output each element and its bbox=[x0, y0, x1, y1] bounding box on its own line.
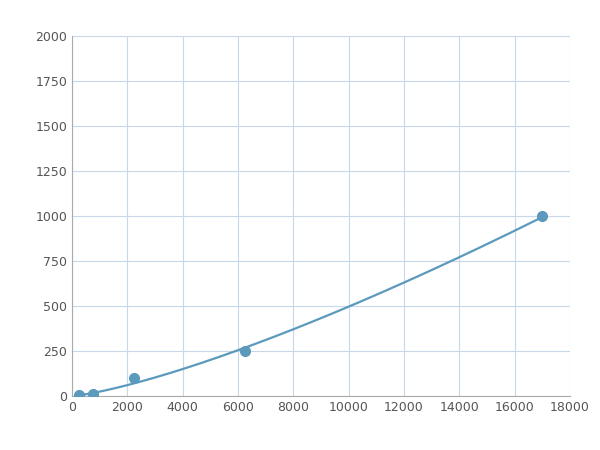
Point bbox=[538, 212, 547, 220]
Point bbox=[240, 347, 250, 355]
Point bbox=[130, 374, 139, 382]
Point bbox=[88, 391, 98, 398]
Point bbox=[74, 392, 84, 399]
